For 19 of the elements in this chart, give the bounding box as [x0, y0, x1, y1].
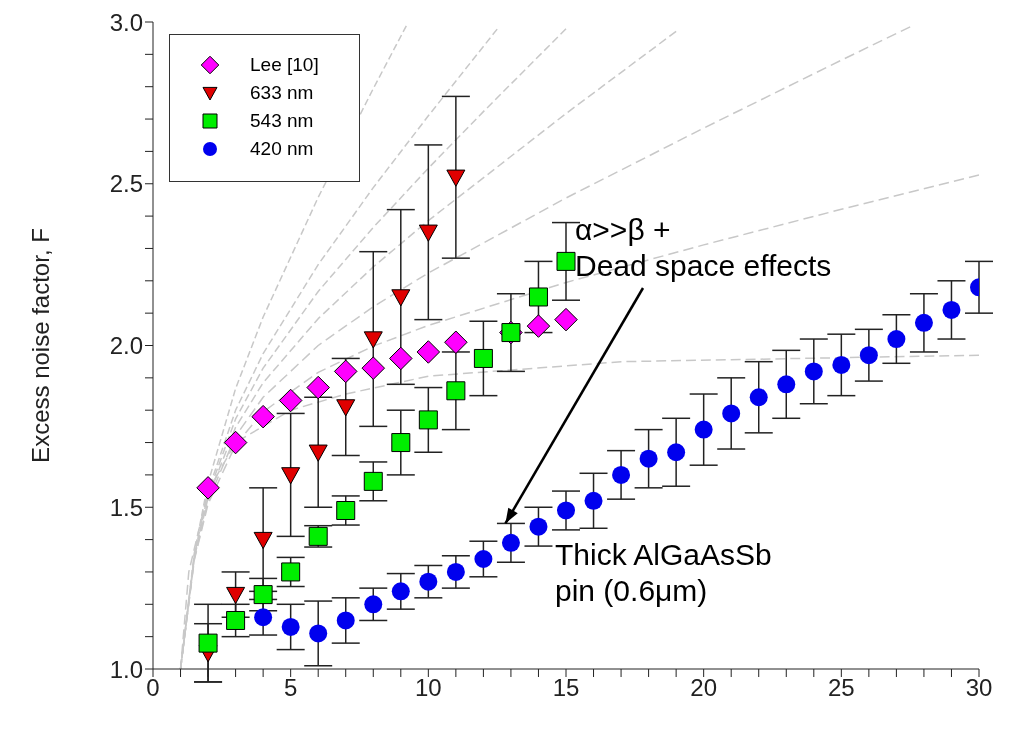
y-axis-title: Excess noise factor, F [26, 228, 54, 463]
legend-label: 633 nm [250, 82, 314, 104]
x-tick-label: 25 [827, 674, 855, 702]
x-tick-label: 15 [552, 674, 580, 702]
x-tick-label: 5 [283, 674, 298, 702]
legend-label: 543 nm [250, 110, 314, 132]
y-tick-label: 1.0 [109, 655, 143, 683]
legend-label: Lee [10] [250, 54, 319, 76]
x-tick-label: 20 [690, 674, 718, 702]
x-tick-label: 0 [146, 674, 160, 702]
y-tick-label: 1.5 [109, 493, 143, 521]
annotation: Thick AlGaAsSb pin (0.6μm) [555, 537, 772, 609]
y-tick-label: 3.0 [109, 8, 143, 36]
x-tick-label: 30 [965, 674, 993, 702]
y-tick-label: 2.5 [109, 170, 143, 198]
y-tick-label: 2.0 [109, 332, 143, 360]
annotation: α>>β + Dead space effects [575, 212, 832, 284]
legend-label: 420 nm [250, 138, 314, 160]
x-tick-label: 10 [414, 674, 442, 702]
